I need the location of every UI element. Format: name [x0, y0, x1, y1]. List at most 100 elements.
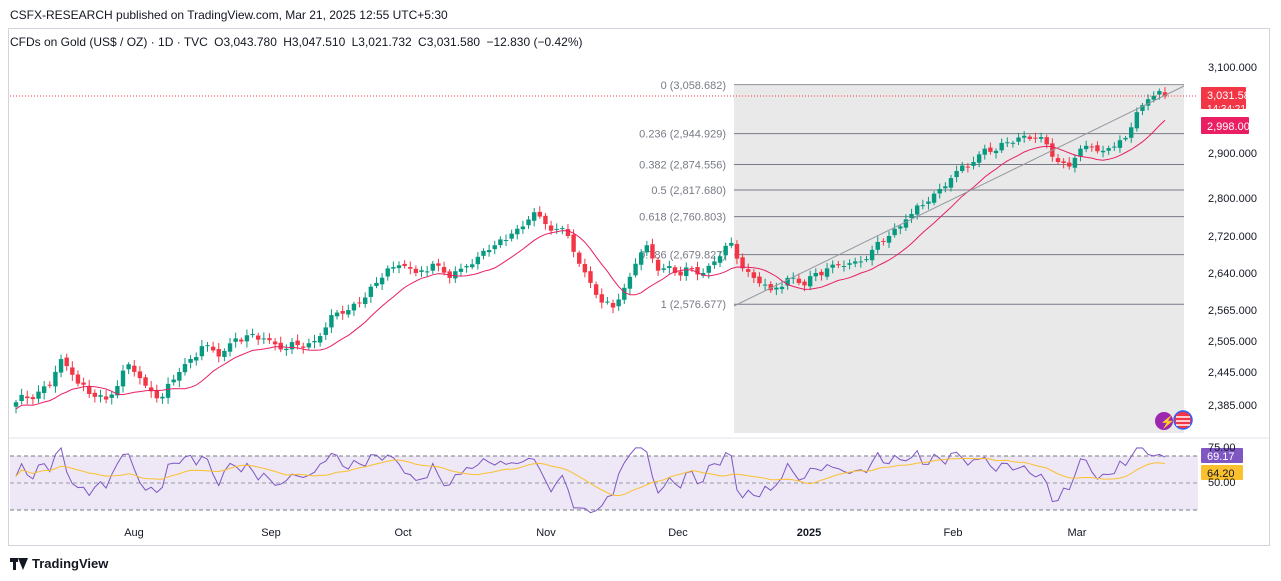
- candle-body: [30, 397, 36, 400]
- time-tick: Sep: [261, 527, 281, 539]
- chart-frame: [8, 28, 1270, 546]
- ohlc-open: O3,043.780: [214, 35, 277, 49]
- fib-label: 0.618 (2,760.803): [639, 212, 726, 224]
- lightning-icon[interactable]: [1155, 412, 1173, 430]
- candles: [13, 87, 1168, 414]
- candle-body: [1134, 112, 1140, 129]
- candle-body: [830, 264, 835, 268]
- candle-body: [909, 213, 914, 219]
- candle-body: [160, 396, 165, 399]
- candle-body: [340, 311, 345, 314]
- candle-body: [971, 162, 976, 166]
- candle-body: [926, 201, 931, 204]
- candle-body: [98, 395, 103, 397]
- candle-body: [503, 240, 509, 242]
- candle-body: [329, 315, 334, 328]
- price-tick: 2,565.000: [1208, 305, 1257, 317]
- candle-body: [334, 312, 340, 317]
- price-tick: 2,505.000: [1208, 336, 1257, 348]
- rsi-tag: 69.17: [1207, 451, 1235, 463]
- candle-body: [577, 252, 582, 264]
- candle-body: [875, 241, 880, 250]
- time-tick: 2025: [797, 527, 821, 539]
- candle-body: [802, 281, 807, 286]
- candle-body: [841, 266, 847, 268]
- candle-body: [464, 266, 469, 268]
- candle-body: [954, 171, 959, 178]
- candle-body: [177, 372, 182, 381]
- candle-body: [819, 271, 824, 276]
- candle-body: [892, 228, 897, 236]
- candle-body: [295, 340, 300, 346]
- candle-body: [481, 250, 486, 256]
- candle-body: [847, 263, 852, 265]
- tradingview-logo[interactable]: TradingView: [10, 556, 108, 571]
- candle-body: [1089, 146, 1094, 148]
- candle-body: [807, 276, 813, 287]
- candle-body: [684, 267, 689, 277]
- candle-body: [368, 286, 374, 297]
- candle-body: [1067, 162, 1072, 167]
- candle-body: [1072, 157, 1078, 168]
- candle-body: [836, 264, 841, 266]
- candle-body: [171, 379, 176, 383]
- candle-body: [1038, 137, 1044, 139]
- candle-body: [774, 287, 779, 290]
- candle-body: [627, 276, 633, 289]
- ohlc-change: −12.830 (−0.42%): [486, 35, 583, 49]
- candle-body: [869, 249, 875, 261]
- candle-body: [976, 154, 982, 163]
- candle-body: [526, 219, 531, 226]
- candle-body: [610, 302, 616, 308]
- rsi-tick-50: 50.00: [1208, 477, 1236, 489]
- candle-body: [824, 268, 830, 277]
- candle-body: [898, 226, 903, 229]
- candle-body: [751, 272, 757, 278]
- price-tick: 2,800.000: [1208, 193, 1257, 205]
- candle-body: [1055, 158, 1061, 162]
- symbol-legend: CFDs on Gold (US$ / OZ) · 1D · TVC O3,04…: [10, 35, 586, 49]
- price-tick: 2,900.000: [1208, 148, 1257, 160]
- candle-body: [58, 359, 64, 373]
- tradingview-logo-icon: [10, 557, 28, 570]
- candle-body: [210, 346, 216, 351]
- candle-body: [1021, 135, 1027, 138]
- candle-body: [154, 389, 160, 399]
- candle-body: [937, 189, 942, 194]
- candle-body: [430, 263, 435, 271]
- candle-body: [436, 263, 441, 266]
- candle-body: [779, 286, 785, 290]
- candle-body: [346, 310, 351, 315]
- symbol-name[interactable]: CFDs on Gold (US$ / OZ) · 1D · TVC: [10, 35, 208, 49]
- candle-body: [796, 278, 802, 284]
- candle-body: [199, 346, 205, 357]
- candle-body: [943, 186, 948, 189]
- candle-body: [419, 270, 424, 272]
- candle-body: [317, 336, 323, 343]
- candle-body: [914, 205, 920, 215]
- fib-label: 0.382 (2,874.556): [639, 159, 726, 171]
- candle-body: [988, 147, 993, 152]
- candle-body: [47, 384, 52, 386]
- candle-body: [515, 228, 520, 235]
- candle-body: [543, 215, 548, 225]
- rsi-tag-bg: [1201, 448, 1243, 463]
- candle-body: [757, 276, 762, 284]
- candle-body: [1095, 145, 1100, 152]
- candle-body: [768, 284, 773, 291]
- candle-body: [582, 263, 588, 273]
- candle-body: [999, 142, 1004, 151]
- flag-icon[interactable]: [1173, 410, 1193, 430]
- candle-body: [470, 264, 475, 268]
- candle-body: [363, 297, 368, 304]
- candle-body: [272, 341, 278, 345]
- candle-body: [746, 269, 751, 272]
- candle-body: [92, 392, 98, 397]
- candle-body: [548, 225, 554, 231]
- candle-body: [109, 394, 114, 398]
- ohlc-close: C3,031.580: [418, 35, 481, 49]
- price-tick: 2,640.000: [1208, 268, 1257, 280]
- price-tick: 2,385.000: [1208, 400, 1257, 412]
- candle-body: [374, 282, 379, 287]
